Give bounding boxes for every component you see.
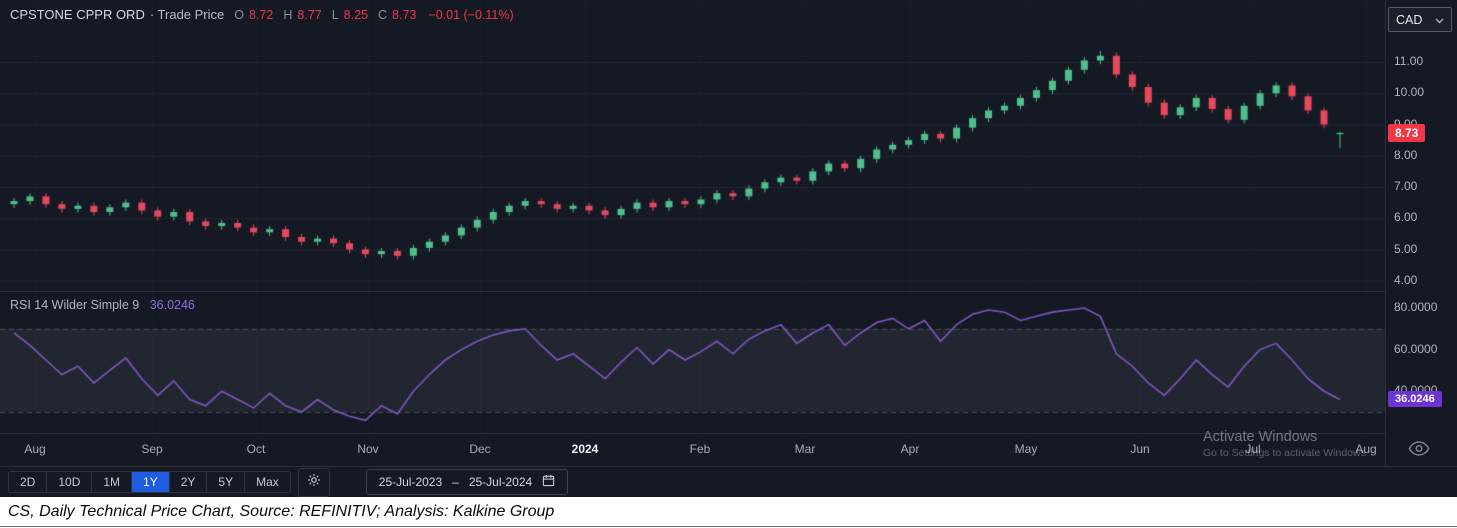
time-axis-label: Aug bbox=[1355, 442, 1377, 456]
symbol-name[interactable]: CPSTONE CPPR ORD bbox=[10, 7, 145, 22]
range-button-2d[interactable]: 2D bbox=[9, 472, 48, 492]
price-axis-tick: 6.00 bbox=[1394, 210, 1418, 225]
eye-icon bbox=[1408, 441, 1430, 460]
eye-icon-button[interactable] bbox=[1408, 441, 1430, 461]
series-label: · Trade Price bbox=[149, 7, 225, 22]
date-range-picker[interactable]: 25-Jul-2023 – 25-Jul-2024 bbox=[365, 469, 569, 495]
time-axis-label: Feb bbox=[689, 442, 711, 456]
ohlc-high-value: 8.77 bbox=[297, 8, 322, 22]
rsi-legend-label: RSI 14 Wilder Simple 9 bbox=[10, 298, 140, 312]
price-axis-tick: 5.00 bbox=[1394, 241, 1418, 256]
ohlc-high-label: H bbox=[283, 8, 293, 22]
chart-widget: CPSTONE CPPR ORD · Trade Price O 8.72 H 8.… bbox=[0, 0, 1457, 497]
price-chart-canvas[interactable] bbox=[0, 0, 1385, 291]
price-legend: CPSTONE CPPR ORD · Trade Price O 8.72 H 8.… bbox=[10, 7, 514, 22]
ohlc-close-label: C bbox=[378, 8, 388, 22]
time-axis-label: Sep bbox=[141, 442, 163, 456]
time-axis-label: Jul bbox=[1245, 442, 1261, 456]
rsi-axis-tick: 60.0000 bbox=[1394, 341, 1438, 356]
last-price-badge: 8.73 bbox=[1388, 123, 1426, 142]
rsi-legend-value: 36.0246 bbox=[149, 298, 195, 312]
time-axis-label: Apr bbox=[900, 442, 920, 456]
range-button-2y[interactable]: 2Y bbox=[170, 472, 208, 492]
rsi-value-badge: 36.0246 bbox=[1388, 391, 1442, 408]
price-axis-tick: 4.00 bbox=[1394, 272, 1418, 287]
ohlc-low-label: L bbox=[331, 8, 339, 22]
ohlc-low-value: 8.25 bbox=[343, 8, 369, 22]
range-button-10d[interactable]: 10D bbox=[47, 472, 93, 492]
time-axis-label: Jun bbox=[1130, 442, 1150, 456]
price-axis-tick: 8.00 bbox=[1394, 147, 1418, 162]
range-button-group: 2D 10D 1M 1Y 2Y 5Y Max bbox=[8, 471, 291, 493]
currency-label: CAD bbox=[1396, 12, 1423, 27]
calendar-icon bbox=[542, 474, 555, 490]
time-axis-label: Aug bbox=[24, 442, 46, 456]
price-change: −0.01 (−0.11%) bbox=[428, 8, 514, 22]
rsi-pane: RSI 14 Wilder Simple 9 36.0246 bbox=[0, 292, 1385, 434]
time-axis-label: 2024 bbox=[571, 442, 599, 456]
range-button-1y[interactable]: 1Y bbox=[132, 472, 170, 492]
currency-dropdown[interactable]: CAD bbox=[1388, 7, 1452, 32]
price-pane: CPSTONE CPPR ORD · Trade Price O 8.72 H 8.… bbox=[0, 0, 1385, 292]
chart-settings-button[interactable] bbox=[297, 467, 330, 497]
date-from: 25-Jul-2023 bbox=[378, 475, 443, 489]
chart-toolbar: 2D 10D 1M 1Y 2Y 5Y Max 25-Jul-2023 – 25-Jul-20… bbox=[0, 466, 1457, 497]
rsi-legend: RSI 14 Wilder Simple 9 36.0246 bbox=[10, 298, 195, 312]
time-axis[interactable]: Aug Sep Oct Nov Dec 2024 Feb Mar Apr May Jun Jul Aug bbox=[0, 434, 1385, 465]
time-axis-label: Mar bbox=[794, 442, 816, 456]
date-to: 25-Jul-2024 bbox=[468, 475, 533, 489]
ohlc-open-label: O bbox=[234, 8, 244, 22]
range-button-5y[interactable]: 5Y bbox=[207, 472, 246, 492]
gear-icon bbox=[307, 473, 321, 492]
chart-caption: CS, Daily Technical Price Chart, Source:… bbox=[0, 497, 1457, 527]
price-axis-tick: 11.00 bbox=[1394, 54, 1424, 68]
range-button-max[interactable]: Max bbox=[256, 475, 279, 489]
price-axis-tick: 7.00 bbox=[1394, 179, 1418, 193]
time-axis-label: Nov bbox=[357, 442, 379, 456]
price-axis-column[interactable]: CAD 8.73 36.0246 11.0010.009.008.007.006… bbox=[1385, 0, 1457, 466]
price-axis-tick: 10.00 bbox=[1394, 85, 1425, 100]
ohlc-open-value: 8.72 bbox=[249, 8, 274, 22]
time-axis-label: Dec bbox=[469, 442, 491, 456]
date-range-separator: – bbox=[452, 475, 459, 489]
range-button-1m[interactable]: 1M bbox=[92, 472, 133, 492]
time-axis-label: May bbox=[1014, 442, 1038, 456]
time-axis-label: Oct bbox=[246, 442, 266, 456]
rsi-chart-canvas[interactable] bbox=[0, 292, 1385, 433]
ohlc-close-value: 8.73 bbox=[392, 8, 417, 22]
chevron-down-icon bbox=[1435, 13, 1444, 27]
rsi-axis-tick: 80.0000 bbox=[1394, 300, 1438, 314]
